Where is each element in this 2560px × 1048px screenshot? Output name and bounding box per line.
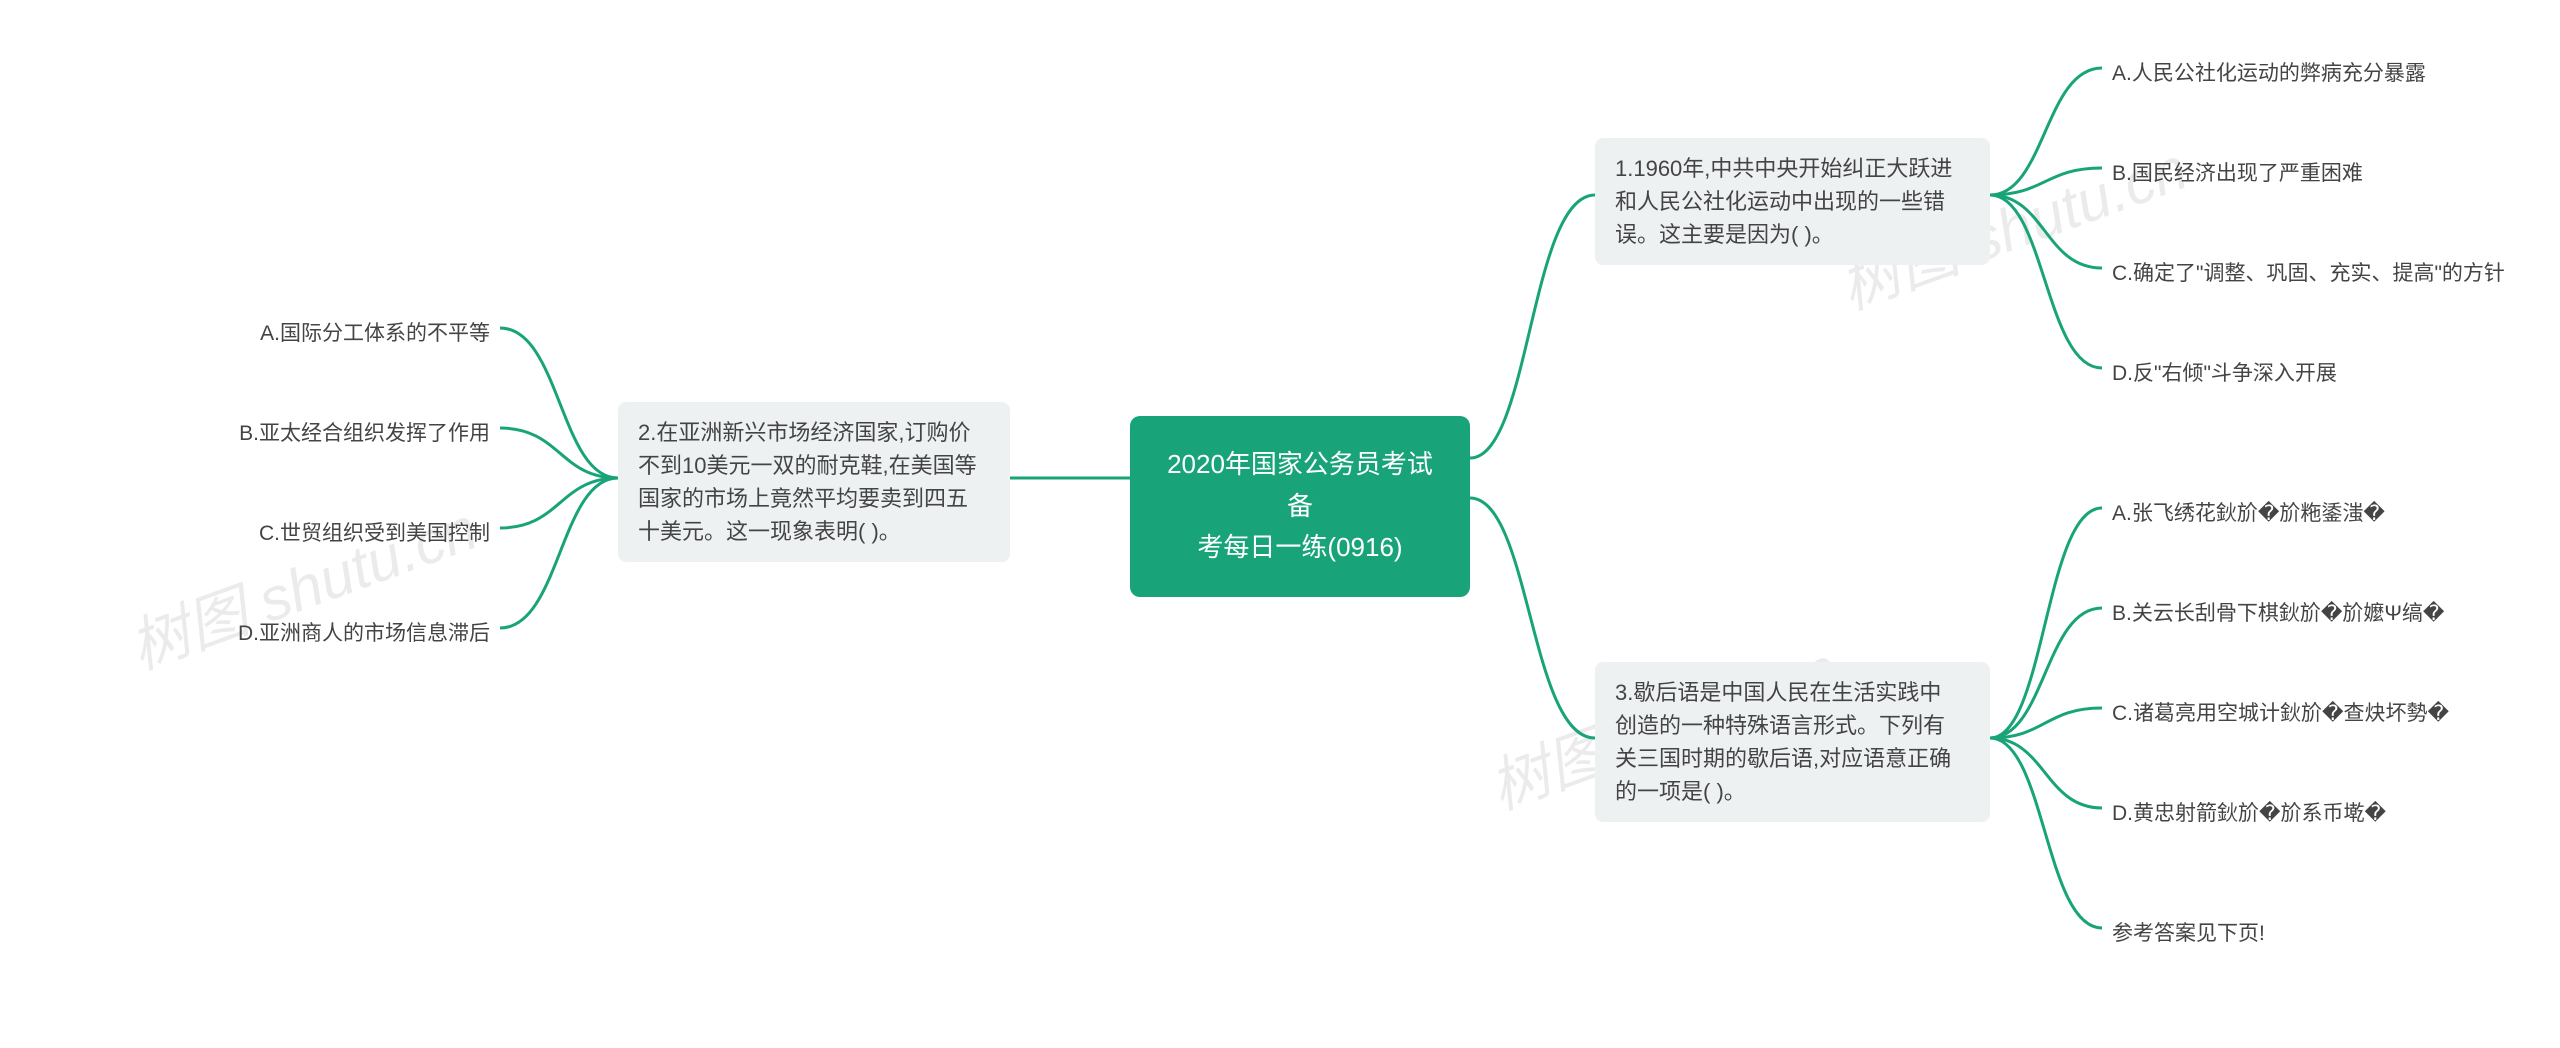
q1-option-d[interactable]: D.反"右倾"斗争深入开展 bbox=[2102, 352, 2347, 396]
root-line1: 2020年国家公务员考试备 bbox=[1160, 444, 1440, 527]
q2-line4: 十美元。这一现象表明( )。 bbox=[638, 515, 990, 548]
q2-node[interactable]: 2.在亚洲新兴市场经济国家,订购价 不到10美元一双的耐克鞋,在美国等 国家的市… bbox=[618, 402, 1010, 562]
root-line2: 考每日一练(0916) bbox=[1160, 527, 1440, 569]
q1-line3: 误。这主要是因为( )。 bbox=[1615, 218, 1970, 251]
q3-node[interactable]: 3.歇后语是中国人民在生活实践中 创造的一种特殊语言形式。下列有 关三国时期的歇… bbox=[1595, 662, 1990, 822]
q2-option-d[interactable]: D.亚洲商人的市场信息滞后 bbox=[228, 612, 500, 656]
q1-line2: 和人民公社化运动中出现的一些错 bbox=[1615, 185, 1970, 218]
q1-option-c[interactable]: C.确定了"调整、巩固、充实、提高"的方针 bbox=[2102, 252, 2515, 296]
q3-option-b[interactable]: B.关云长刮骨下棋鈥斺�斺嬤Ψ缟� bbox=[2102, 592, 2454, 636]
root-node[interactable]: 2020年国家公务员考试备 考每日一练(0916) bbox=[1130, 416, 1470, 597]
q3-line3: 关三国时期的歇后语,对应语意正确 bbox=[1615, 742, 1970, 775]
q3-ref[interactable]: 参考答案见下页! bbox=[2102, 912, 2275, 956]
q1-node[interactable]: 1.1960年,中共中央开始纠正大跃进 和人民公社化运动中出现的一些错 误。这主… bbox=[1595, 138, 1990, 265]
mindmap-canvas: 2020年国家公务员考试备 考每日一练(0916) 1.1960年,中共中央开始… bbox=[0, 0, 2560, 1048]
q3-line1: 3.歇后语是中国人民在生活实践中 bbox=[1615, 676, 1970, 709]
q2-line3: 国家的市场上竟然平均要卖到四五 bbox=[638, 482, 990, 515]
q2-option-b[interactable]: B.亚太经合组织发挥了作用 bbox=[229, 412, 500, 456]
q2-option-c[interactable]: C.世贸组织受到美国控制 bbox=[249, 512, 500, 556]
q3-line4: 的一项是( )。 bbox=[1615, 775, 1970, 808]
q1-line1: 1.1960年,中共中央开始纠正大跃进 bbox=[1615, 152, 1970, 185]
q3-option-d[interactable]: D.黄忠射箭鈥斺�斺系币墘� bbox=[2102, 792, 2396, 836]
q3-option-a[interactable]: A.张飞绣花鈥斺�斺粚鋈滍� bbox=[2102, 492, 2395, 536]
q3-option-c[interactable]: C.诸葛亮用空城计鈥斺�查炔坏勢� bbox=[2102, 692, 2459, 736]
q2-option-a[interactable]: A.国际分工体系的不平等 bbox=[250, 312, 500, 356]
q3-line2: 创造的一种特殊语言形式。下列有 bbox=[1615, 709, 1970, 742]
q2-line1: 2.在亚洲新兴市场经济国家,订购价 bbox=[638, 416, 990, 449]
q1-option-a[interactable]: A.人民公社化运动的弊病充分暴露 bbox=[2102, 52, 2436, 96]
q2-line2: 不到10美元一双的耐克鞋,在美国等 bbox=[638, 449, 990, 482]
q1-option-b[interactable]: B.国民经济出现了严重困难 bbox=[2102, 152, 2373, 196]
